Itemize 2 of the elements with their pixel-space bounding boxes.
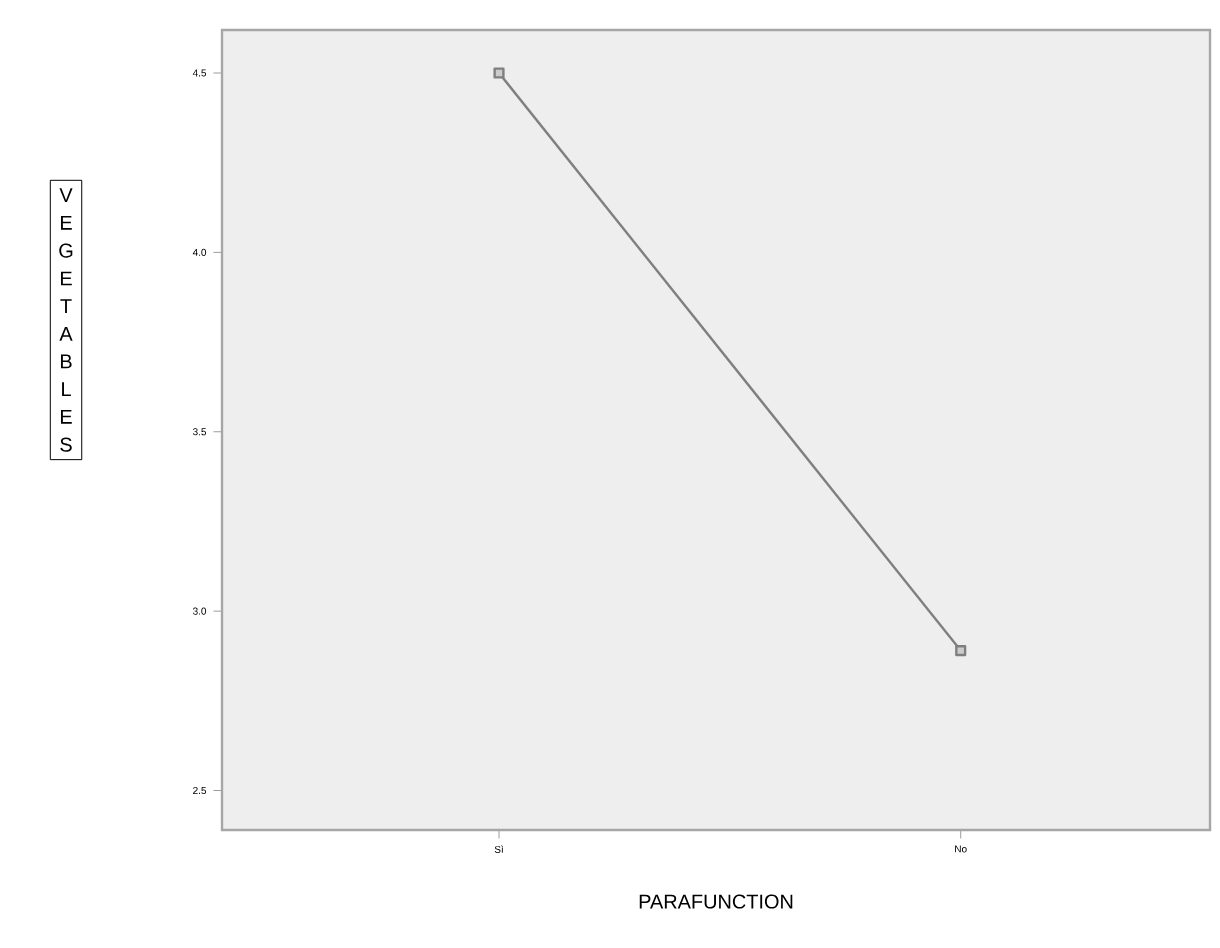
text: VEGETABLES [59, 188, 73, 452]
x-axis-title: PARAFUNCTION [639, 894, 793, 909]
